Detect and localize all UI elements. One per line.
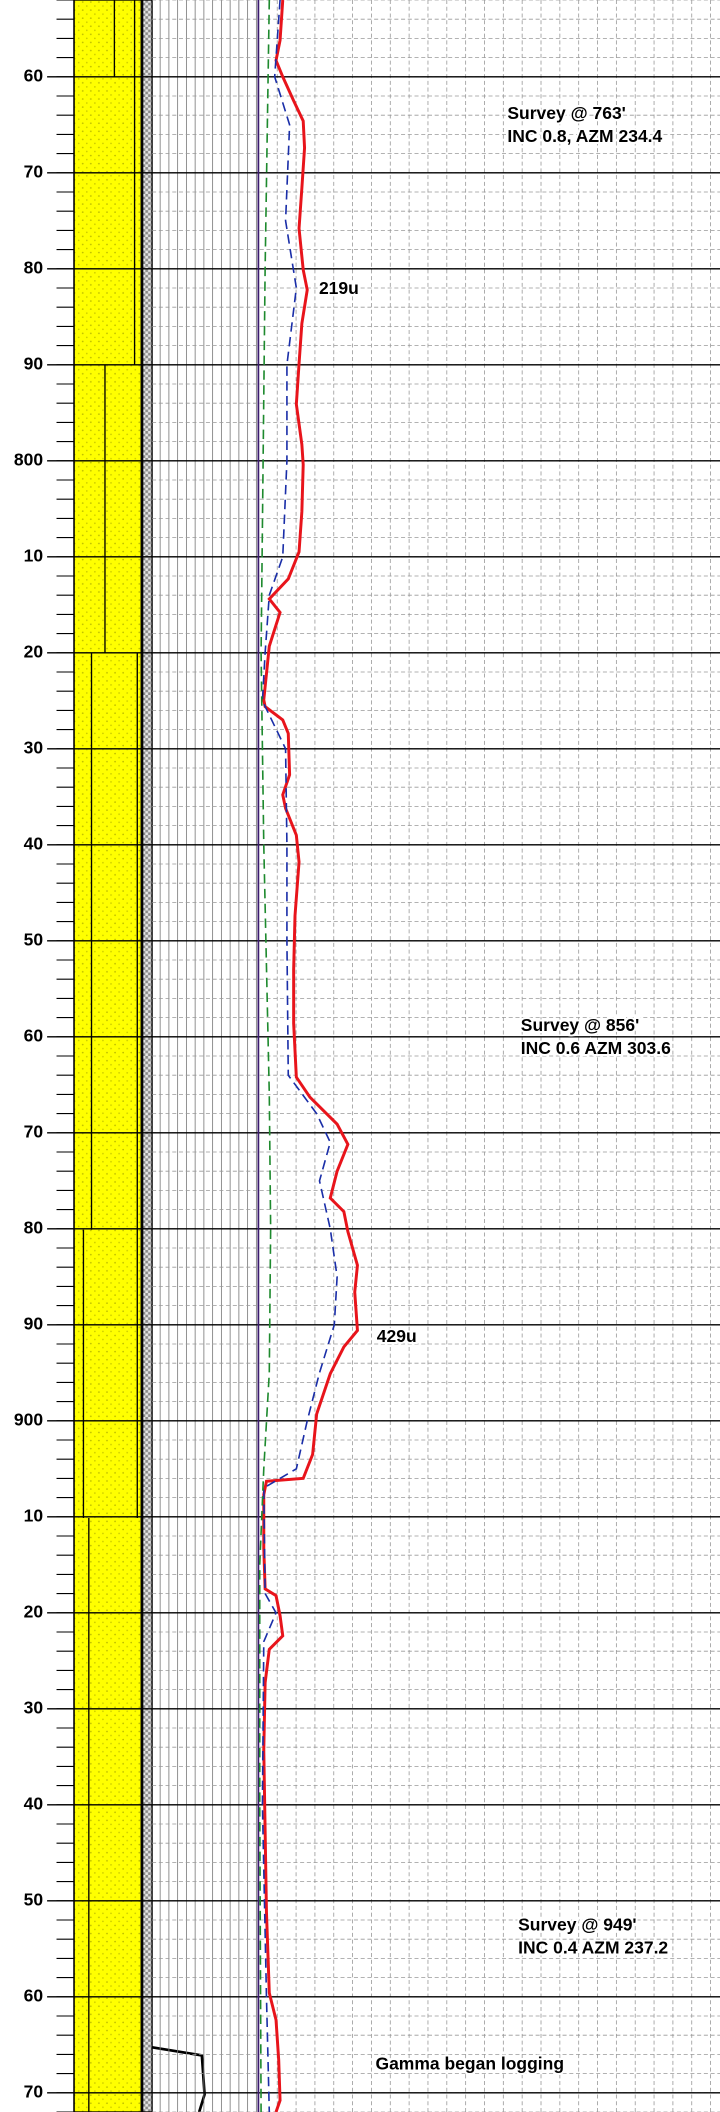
annotation: Survey @ 856' <box>521 1015 639 1035</box>
depth-label: 40 <box>24 833 44 853</box>
depth-label: 900 <box>14 1409 43 1429</box>
depth-label: 50 <box>24 929 44 949</box>
depth-label: 20 <box>24 1601 44 1621</box>
depth-label: 80 <box>24 1217 44 1237</box>
lithology <box>73 0 206 2112</box>
depth-label: 60 <box>24 1025 44 1045</box>
depth-label: 20 <box>24 641 44 661</box>
depth-label: 60 <box>24 1985 44 2005</box>
annotation: INC 0.4 AZM 237.2 <box>518 1938 668 1958</box>
depth-label: 70 <box>24 2081 44 2101</box>
gas-curve <box>262 0 359 2112</box>
depth-label: 80 <box>24 257 44 277</box>
depth-label: 30 <box>24 737 44 757</box>
annotation: INC 0.8, AZM 234.4 <box>507 126 662 146</box>
depth-label: 90 <box>24 1313 44 1333</box>
depth-label: 30 <box>24 1697 44 1717</box>
depth-label: 800 <box>14 449 43 469</box>
annotation: Gamma began logging <box>375 2053 564 2073</box>
annotation: Survey @ 763' <box>507 103 625 123</box>
annotation: 219u <box>319 278 359 298</box>
gamma-curve <box>151 2046 206 2112</box>
depth-label: 70 <box>24 1121 44 1141</box>
depth-label: 70 <box>24 161 44 181</box>
depth-label: 50 <box>24 1889 44 1909</box>
annotation: INC 0.6 AZM 303.6 <box>521 1038 671 1058</box>
depth-label: 10 <box>24 1505 44 1525</box>
depth-label: 10 <box>24 545 44 565</box>
annotation: 429u <box>377 1326 417 1346</box>
depth-label: 40 <box>24 1793 44 1813</box>
depth-label: 90 <box>24 353 44 373</box>
gas-curve <box>261 0 338 2112</box>
depth-label: 60 <box>24 65 44 85</box>
gas-curve <box>258 0 272 2112</box>
annotation: Survey @ 949' <box>518 1915 636 1935</box>
